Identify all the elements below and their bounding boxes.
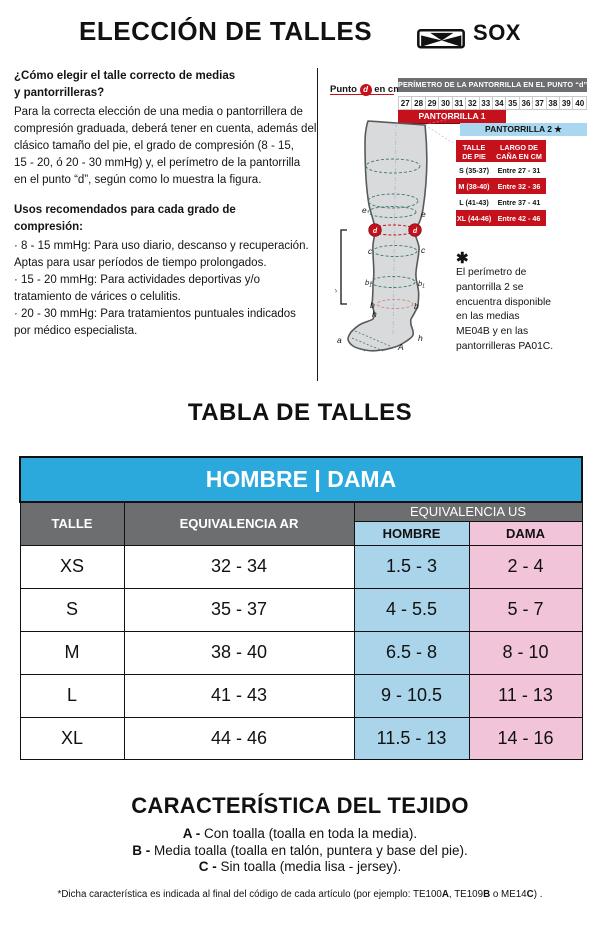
svg-text:h: h xyxy=(372,309,377,319)
svg-text:d: d xyxy=(413,228,418,235)
svg-text:a: a xyxy=(337,335,342,345)
svg-text:Largo de caña en cm: Largo de caña en cm xyxy=(335,234,337,303)
svg-text:c: c xyxy=(421,245,426,255)
svg-text:e: e xyxy=(421,209,426,219)
svg-text:d: d xyxy=(373,228,378,235)
svg-text:h: h xyxy=(418,333,423,343)
svg-text:b1: b1 xyxy=(365,278,372,289)
svg-text:A: A xyxy=(397,342,404,352)
svg-text:e: e xyxy=(362,205,367,215)
svg-text:b1: b1 xyxy=(418,279,425,290)
svg-text:b: b xyxy=(414,301,419,311)
